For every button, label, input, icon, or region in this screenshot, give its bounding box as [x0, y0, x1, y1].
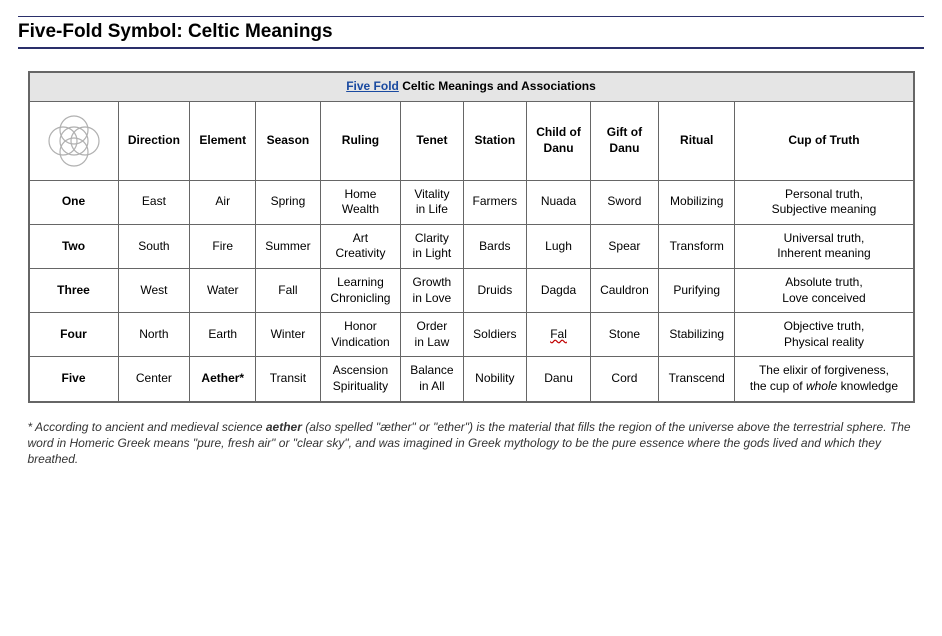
row-name: One: [29, 180, 119, 224]
cell-cup-of-truth: Absolute truth,Love conceived: [735, 268, 914, 312]
cell-ritual: Purifying: [658, 268, 734, 312]
col-child-of-danu: Child ofDanu: [527, 101, 591, 180]
table-body: OneEastAirSpringHomeWealthVitalityin Lif…: [29, 180, 914, 401]
celtic-meanings-table: Five Fold Celtic Meanings and Associatio…: [28, 71, 915, 403]
cell-direction: East: [118, 180, 190, 224]
cell-element: Earth: [190, 313, 256, 357]
cell-direction: Center: [118, 357, 190, 402]
title-rule: [18, 47, 924, 49]
row-name: Two: [29, 224, 119, 268]
table-row: FiveCenterAether*TransitAscensionSpiritu…: [29, 357, 914, 402]
cell-direction: West: [118, 268, 190, 312]
cell-child-of-danu: Lugh: [527, 224, 591, 268]
cell-child-of-danu: Danu: [527, 357, 591, 402]
page: Five-Fold Symbol: Celtic Meanings Five F…: [0, 0, 942, 467]
row-name: Five: [29, 357, 119, 402]
cell-direction: South: [118, 224, 190, 268]
cell-ruling: AscensionSpirituality: [320, 357, 401, 402]
cell-ruling: HomeWealth: [320, 180, 401, 224]
cell-element: Fire: [190, 224, 256, 268]
aether-footnote: * According to ancient and medieval scie…: [28, 419, 915, 468]
cell-child-of-danu: Nuada: [527, 180, 591, 224]
table-row: OneEastAirSpringHomeWealthVitalityin Lif…: [29, 180, 914, 224]
cell-station: Nobility: [463, 357, 527, 402]
cell-ritual: Mobilizing: [658, 180, 734, 224]
cell-gift-of-danu: Cord: [590, 357, 658, 402]
cell-tenet: Vitalityin Life: [401, 180, 463, 224]
cell-cup-of-truth: The elixir of forgiveness,the cup of who…: [735, 357, 914, 402]
col-ritual: Ritual: [658, 101, 734, 180]
table-row: TwoSouthFireSummerArtCreativityClarityin…: [29, 224, 914, 268]
cell-tenet: Growthin Love: [401, 268, 463, 312]
table-header-row: Direction Element Season Ruling Tenet St…: [29, 101, 914, 180]
col-direction: Direction: [118, 101, 190, 180]
five-fold-link[interactable]: Five Fold: [346, 79, 399, 93]
cell-child-of-danu: Fal: [527, 313, 591, 357]
cell-gift-of-danu: Sword: [590, 180, 658, 224]
col-ruling: Ruling: [320, 101, 401, 180]
table-caption-row: Five Fold Celtic Meanings and Associatio…: [29, 72, 914, 101]
cell-station: Bards: [463, 224, 527, 268]
five-fold-symbol-icon: [39, 106, 109, 176]
cell-cup-of-truth: Objective truth,Physical reality: [735, 313, 914, 357]
cell-tenet: Clarityin Light: [401, 224, 463, 268]
five-fold-symbol-cell: [29, 101, 119, 180]
cell-gift-of-danu: Cauldron: [590, 268, 658, 312]
col-tenet: Tenet: [401, 101, 463, 180]
cell-ruling: HonorVindication: [320, 313, 401, 357]
cell-direction: North: [118, 313, 190, 357]
cell-cup-of-truth: Universal truth,Inherent meaning: [735, 224, 914, 268]
cell-cup-of-truth: Personal truth,Subjective meaning: [735, 180, 914, 224]
cell-ruling: LearningChronicling: [320, 268, 401, 312]
cell-station: Farmers: [463, 180, 527, 224]
cell-gift-of-danu: Stone: [590, 313, 658, 357]
table-container: Five Fold Celtic Meanings and Associatio…: [18, 53, 924, 413]
cell-tenet: Orderin Law: [401, 313, 463, 357]
col-element: Element: [190, 101, 256, 180]
row-name: Three: [29, 268, 119, 312]
cell-gift-of-danu: Spear: [590, 224, 658, 268]
cell-element: Aether*: [190, 357, 256, 402]
caption-rest: Celtic Meanings and Associations: [399, 79, 596, 93]
table-row: ThreeWestWaterFallLearningChroniclingGro…: [29, 268, 914, 312]
cell-child-of-danu: Dagda: [527, 268, 591, 312]
cell-ritual: Stabilizing: [658, 313, 734, 357]
col-cup-of-truth: Cup of Truth: [735, 101, 914, 180]
table-row: FourNorthEarthWinterHonorVindicationOrde…: [29, 313, 914, 357]
col-gift-of-danu: Gift ofDanu: [590, 101, 658, 180]
page-title: Five-Fold Symbol: Celtic Meanings: [18, 21, 924, 43]
cell-ruling: ArtCreativity: [320, 224, 401, 268]
cell-tenet: Balancein All: [401, 357, 463, 402]
cell-element: Water: [190, 268, 256, 312]
cell-season: Fall: [256, 268, 320, 312]
cell-season: Summer: [256, 224, 320, 268]
cell-station: Soldiers: [463, 313, 527, 357]
cell-season: Spring: [256, 180, 320, 224]
row-name: Four: [29, 313, 119, 357]
cell-ritual: Transform: [658, 224, 734, 268]
table-caption: Five Fold Celtic Meanings and Associatio…: [29, 72, 914, 101]
col-season: Season: [256, 101, 320, 180]
cell-station: Druids: [463, 268, 527, 312]
top-rule: [18, 16, 924, 17]
cell-season: Transit: [256, 357, 320, 402]
cell-element: Air: [190, 180, 256, 224]
cell-ritual: Transcend: [658, 357, 734, 402]
col-station: Station: [463, 101, 527, 180]
cell-season: Winter: [256, 313, 320, 357]
